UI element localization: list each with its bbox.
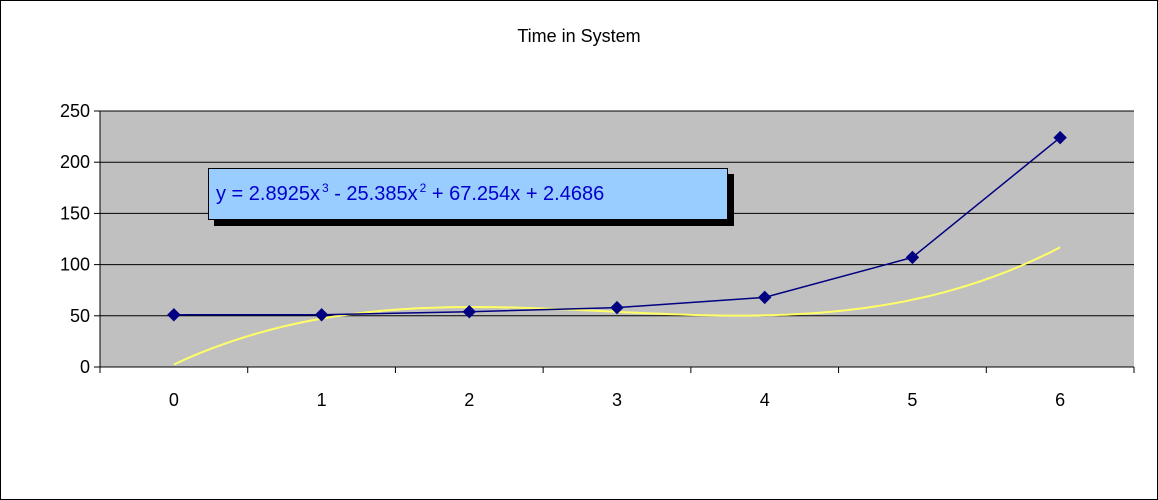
x-tick-label: 5	[907, 390, 917, 410]
y-tick-label: 100	[60, 255, 90, 275]
y-tick-label: 0	[80, 357, 90, 377]
y-tick-label: 250	[60, 101, 90, 121]
data-point-marker	[462, 304, 476, 319]
x-tick-label: 1	[317, 390, 327, 410]
data-point-marker	[758, 290, 772, 305]
x-tick-label: 6	[1055, 390, 1065, 410]
trendline-equation-text: y = 2.8925x 3 - 25.385x 2 + 67.254x + 2.46…	[216, 181, 605, 205]
chart-title: Time in System	[517, 26, 641, 46]
y-tick-label: 150	[60, 203, 90, 223]
trendline-equation-label: y = 2.8925x 3 - 25.385x 2 + 67.254x + 2.46…	[208, 168, 728, 220]
data-point-marker	[905, 250, 920, 265]
x-tick-label: 4	[760, 390, 770, 410]
data-series	[167, 130, 1067, 322]
data-point-marker	[314, 308, 329, 322]
x-tick-label: 0	[169, 390, 179, 410]
y-tick-label: 50	[70, 306, 90, 326]
data-point-marker	[1053, 130, 1067, 145]
axes: 0 50 100 150 200 250 0 1 2 3 4 5 6	[60, 101, 1135, 410]
data-point-marker	[167, 308, 181, 322]
x-tick-label: 2	[464, 390, 474, 410]
plot-area	[100, 111, 1134, 367]
y-tick-label: 200	[60, 152, 90, 172]
x-tick-label: 3	[612, 390, 622, 410]
data-point-marker	[610, 300, 624, 315]
